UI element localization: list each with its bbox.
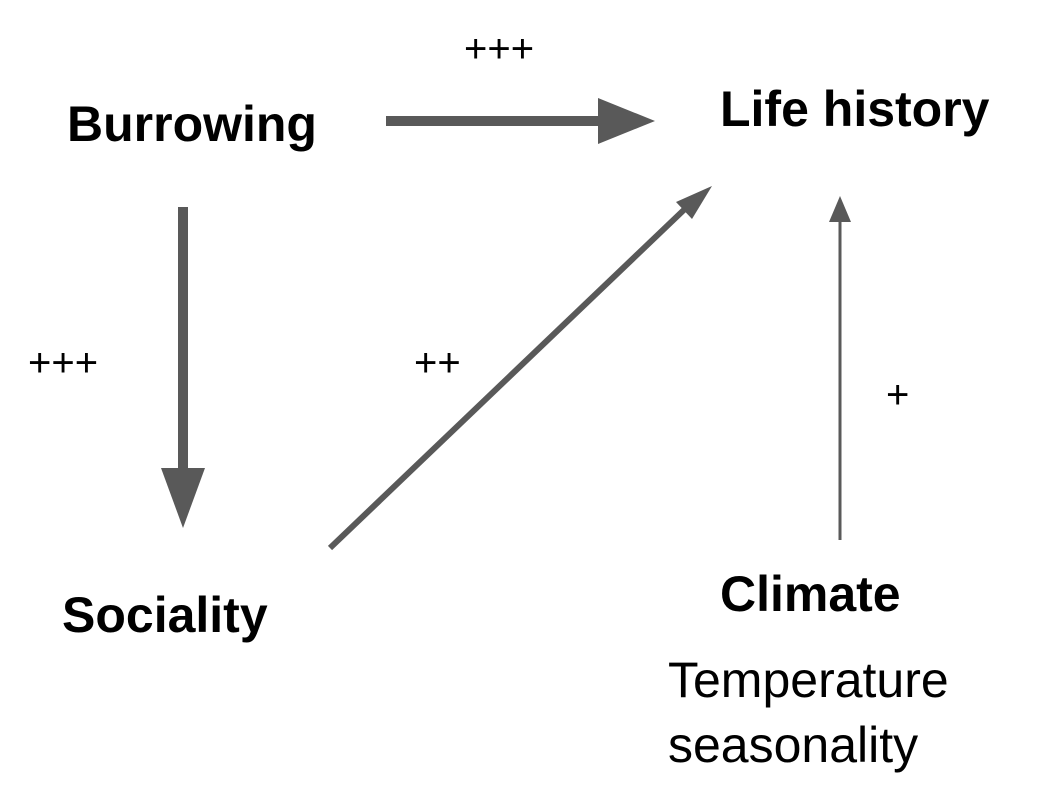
arrowhead [829, 196, 851, 222]
arrowhead [676, 186, 712, 219]
effect-label-burrowing-life-history: +++ [464, 27, 534, 71]
edge-line [327, 203, 691, 551]
node-sociality: Sociality [62, 587, 268, 643]
node-life-history: Life history [720, 81, 990, 137]
arrowhead [161, 468, 205, 528]
climate-sub-label-seasonality: seasonality [668, 717, 918, 773]
edge-sociality-to-life-history [327, 186, 712, 551]
node-burrowing: Burrowing [67, 96, 317, 152]
edge-climate-to-life-history [829, 196, 851, 540]
effect-label-burrowing-sociality: +++ [28, 341, 98, 385]
arrowhead [598, 98, 655, 144]
effect-label-climate-life-history: + [886, 373, 909, 417]
edge-burrowing-to-sociality [161, 207, 205, 528]
climate-sub-label-temperature: Temperature [668, 652, 949, 708]
node-climate: Climate [720, 566, 901, 622]
effect-label-sociality-life-history: ++ [414, 341, 461, 385]
edge-burrowing-to-life-history [386, 98, 655, 144]
